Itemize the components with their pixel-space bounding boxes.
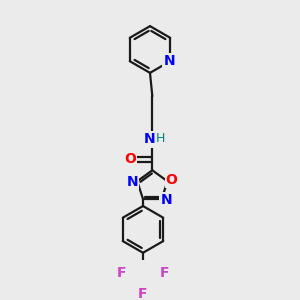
Text: O: O xyxy=(166,173,178,187)
Text: N: N xyxy=(160,193,172,207)
Text: F: F xyxy=(117,266,127,280)
Text: N: N xyxy=(127,176,138,189)
Text: N: N xyxy=(163,54,175,68)
Text: H: H xyxy=(156,132,165,145)
Text: F: F xyxy=(159,266,169,280)
Text: N: N xyxy=(144,133,156,146)
Text: O: O xyxy=(124,152,136,166)
Text: F: F xyxy=(138,286,148,300)
